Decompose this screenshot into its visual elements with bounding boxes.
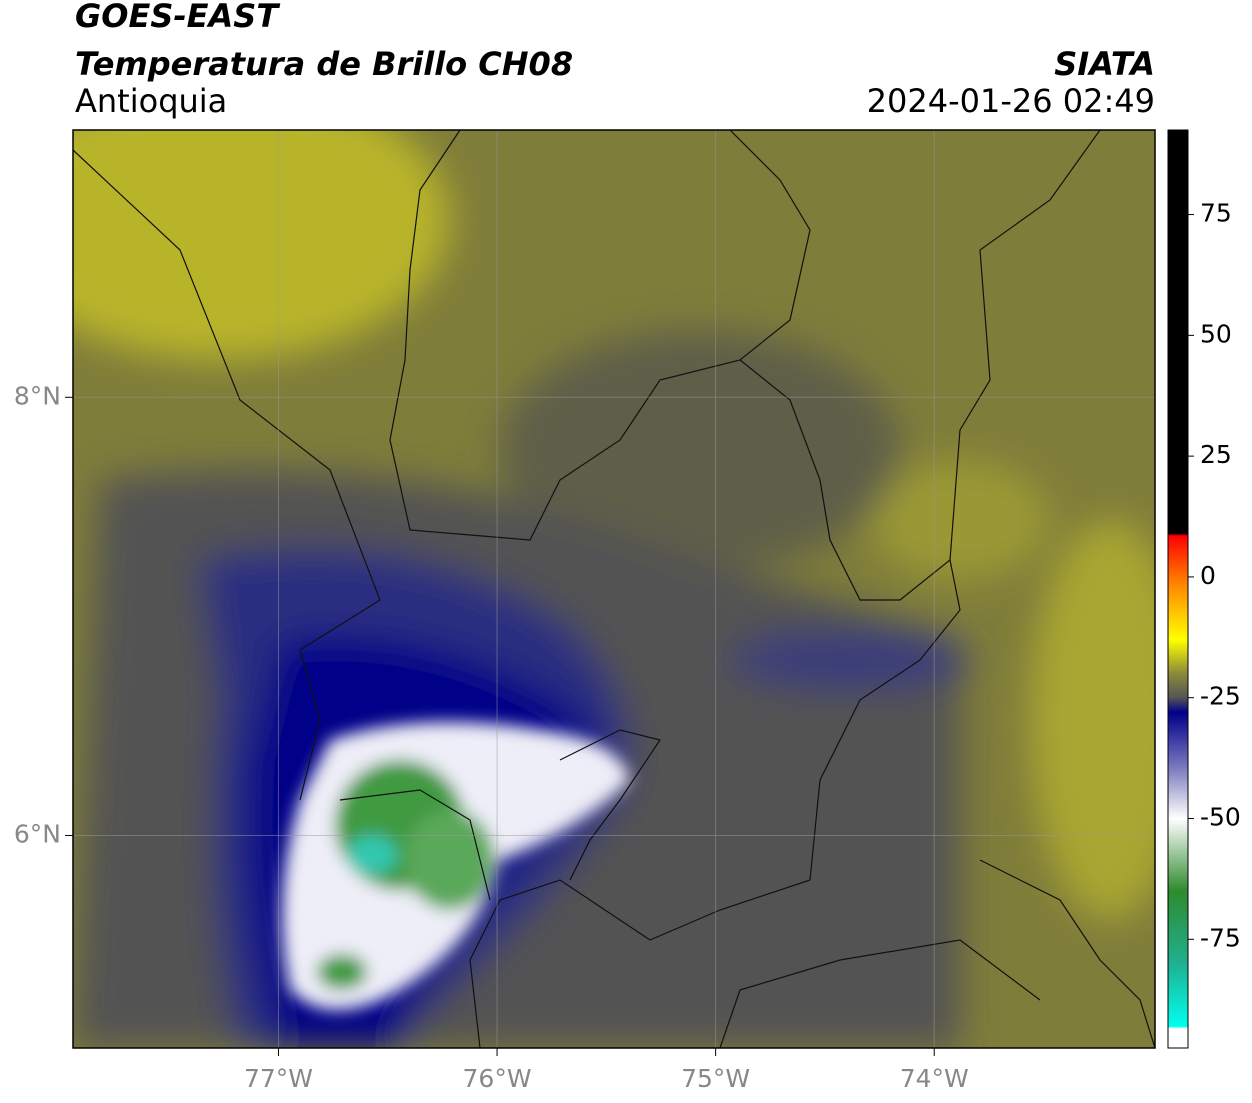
colorbar-tick-label: -25 [1200,682,1241,711]
lon-tick-label: 74°W [900,1064,969,1093]
lon-tick-label: 76°W [463,1064,532,1093]
datetime-label: 2024-01-26 02:49 [867,82,1155,120]
colorbar-tick-label: 50 [1200,319,1232,348]
map-frame [72,129,1156,1049]
lat-tick-label: 8°N [14,381,61,410]
lat-tick-label: 6°N [14,819,61,848]
colorbar-tick-label: -50 [1200,803,1241,832]
product-title: Temperatura de Brillo CH08 [75,45,573,83]
lon-tick-label: 75°W [681,1064,750,1093]
colorbar-tick-label: 25 [1200,440,1232,469]
satellite-image [73,130,1155,1048]
colorbar-tick-label: 0 [1200,561,1216,590]
satellite-title: GOES-EAST [75,0,280,35]
source-label: SIATA [1054,45,1155,83]
graticule [73,130,1155,1048]
region-label: Antioquia [75,82,227,120]
colorbar [1167,129,1189,1049]
colorbar-tick-label: 75 [1200,199,1232,228]
lon-tick-label: 77°W [244,1064,313,1093]
colorbar-tick-label: -75 [1200,923,1241,952]
